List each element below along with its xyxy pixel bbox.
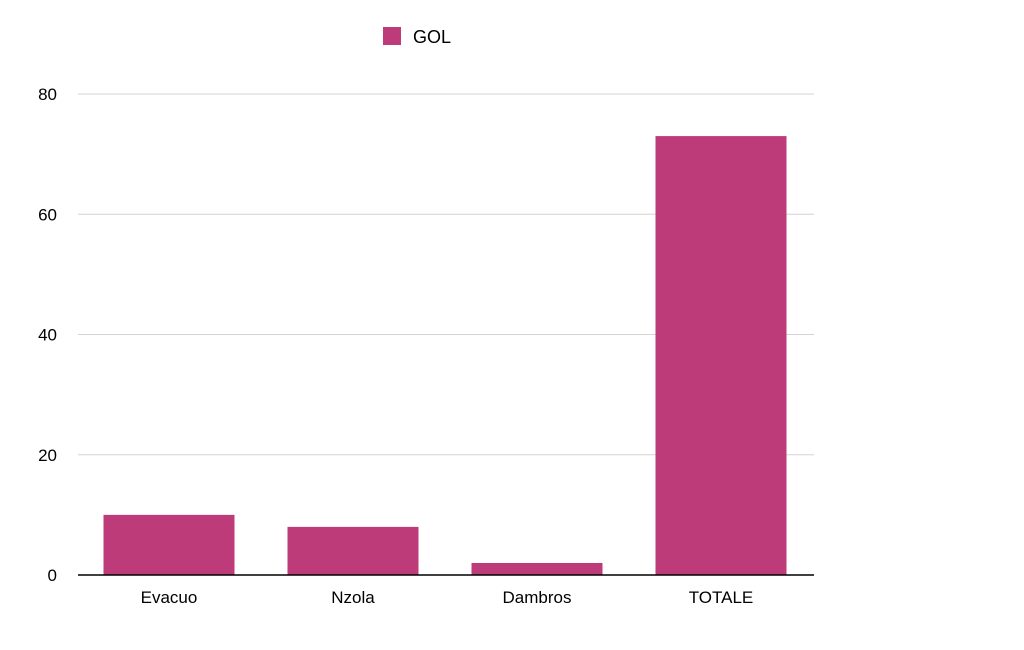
y-axis-tick-labels: 0 20 40 60 80 <box>38 85 57 585</box>
bar-dambros <box>471 562 603 575</box>
bar-totale <box>655 136 787 575</box>
legend-label-gol: GOL <box>413 27 451 47</box>
legend: GOL <box>383 27 451 47</box>
bars <box>103 136 787 575</box>
x-category-label-nzola: Nzola <box>331 588 375 607</box>
bar-nzola <box>287 526 419 575</box>
y-tick-label: 20 <box>38 446 57 465</box>
y-tick-label: 60 <box>38 205 57 224</box>
y-tick-label: 0 <box>48 566 57 585</box>
y-tick-label: 80 <box>38 85 57 104</box>
x-category-label-dambros: Dambros <box>503 588 572 607</box>
legend-swatch-gol <box>383 27 401 45</box>
y-tick-label: 40 <box>38 326 57 345</box>
bar-evacuo <box>103 514 235 575</box>
x-axis-category-labels: Evacuo Nzola Dambros TOTALE <box>141 588 754 607</box>
x-category-label-evacuo: Evacuo <box>141 588 198 607</box>
x-category-label-totale: TOTALE <box>689 588 754 607</box>
